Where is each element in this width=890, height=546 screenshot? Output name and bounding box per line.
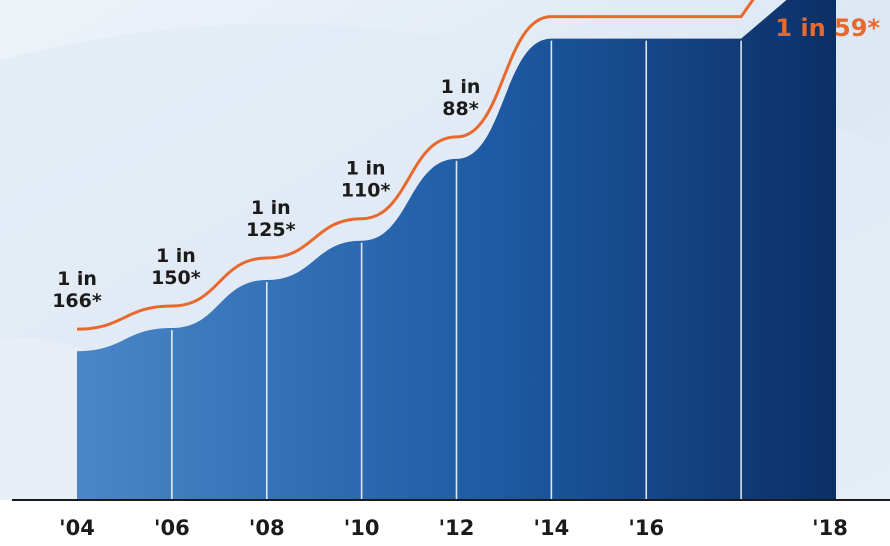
x-tick-label: '04: [59, 516, 95, 540]
highlight-rate-label: 1 in 59*: [775, 14, 880, 42]
x-tick-label: '18: [812, 516, 848, 540]
x-tick-label: '10: [344, 516, 380, 540]
rate-label: 1 in 110*: [341, 158, 391, 202]
x-tick-label: '14: [534, 516, 570, 540]
x-tick-label: '12: [439, 516, 475, 540]
rate-label: 1 in 88*: [441, 76, 481, 120]
x-axis-tick-labels: '04 '06 '08 '10 '12 '14 '16 '18: [59, 516, 848, 540]
bar-dividers: [171, 40, 742, 500]
rate-label: 1 in 166*: [52, 268, 102, 312]
x-tick-label: '06: [154, 516, 190, 540]
trend-line: [76, 0, 755, 331]
rate-label: 1 in 150*: [151, 245, 201, 289]
rate-label: 1 in 125*: [246, 197, 296, 241]
trend-line-group: 1 in 59*: [76, 0, 880, 331]
x-tick-label: '08: [249, 516, 285, 540]
x-tick-label: '16: [628, 516, 664, 540]
